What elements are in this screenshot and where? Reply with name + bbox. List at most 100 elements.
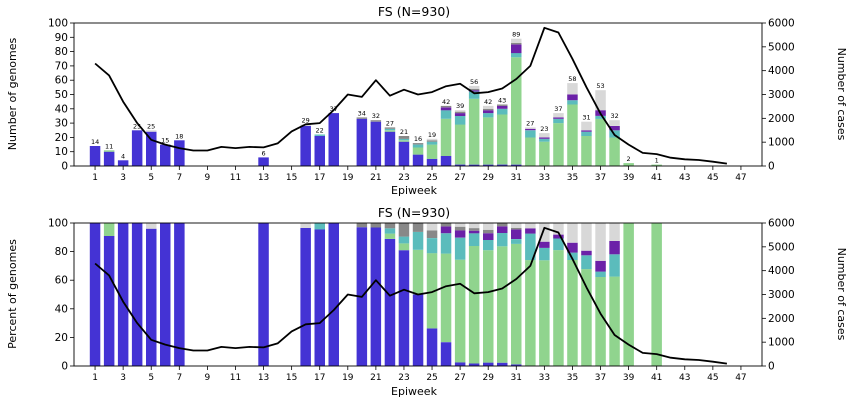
bar-segment <box>412 231 424 250</box>
bar-count-label: 18 <box>175 132 183 140</box>
bar-segment <box>454 237 466 260</box>
bar-segment <box>440 253 452 343</box>
bar-marks <box>89 223 662 366</box>
chart-title: FS (N=930) <box>378 205 450 220</box>
bar-count-label: 25 <box>133 122 141 130</box>
bar-segment <box>567 252 578 260</box>
cases-line <box>94 26 728 165</box>
bar-segment <box>440 110 452 119</box>
bar-segment <box>497 164 508 166</box>
x-tick-label: 17 <box>314 173 325 183</box>
bar-segment <box>468 230 480 234</box>
bar-segment <box>412 223 424 232</box>
bar-count-label: 6 <box>262 149 266 157</box>
bar-count-label: 23 <box>540 125 548 133</box>
bar-count-label: 34 <box>358 109 366 117</box>
x-tick-label: 21 <box>370 373 381 383</box>
bar-count-label: 4 <box>121 152 125 160</box>
bar-segment <box>581 223 592 251</box>
bar-segment <box>117 223 129 366</box>
bar-segment <box>525 260 536 366</box>
x-axis-label: Epiweek <box>391 184 438 197</box>
bar-count-label: 21 <box>400 128 408 136</box>
bar-segment <box>131 130 143 167</box>
bar-segment <box>567 100 578 105</box>
bar-segment <box>440 105 452 108</box>
bar-segment <box>258 157 269 166</box>
y2-axis-label: Number of cases <box>835 248 848 341</box>
bar-segment <box>454 164 466 166</box>
x-tick-label: 11 <box>230 173 241 183</box>
bar-segment <box>412 147 424 155</box>
bar-segment <box>581 269 592 366</box>
x-tick-label: 35 <box>567 373 578 383</box>
x-tick-label: 25 <box>426 173 437 183</box>
bar-count-label: 58 <box>568 75 576 83</box>
y2-tick-label: 2000 <box>768 313 795 325</box>
bar-segment <box>146 130 157 132</box>
x-tick-label: 27 <box>454 373 465 383</box>
bar-segment <box>468 85 480 89</box>
y-tick-label: 60 <box>55 75 68 87</box>
bar-segment <box>468 228 480 231</box>
bar-segment <box>483 105 494 109</box>
y-tick-label: 100 <box>48 18 68 30</box>
bar-segment <box>483 223 494 230</box>
x-tick-label: 37 <box>595 173 606 183</box>
bar-segment <box>412 294 424 366</box>
x-tick-label: 23 <box>398 373 409 383</box>
bar-segment <box>553 123 564 166</box>
x-tick-label: 17 <box>314 373 325 383</box>
bar-segment <box>609 240 620 255</box>
bar-segment <box>553 234 564 239</box>
bar-segment <box>426 253 438 329</box>
bar-segment <box>89 146 101 166</box>
x-tick-label: 1 <box>92 373 98 383</box>
bar-count-label: 43 <box>498 97 506 105</box>
bar-segment <box>370 120 382 122</box>
bar-count-label: 2 <box>627 155 631 163</box>
bar-segment <box>595 271 606 277</box>
bar-segment <box>651 223 662 366</box>
bar-segment <box>398 141 410 166</box>
bar-segment <box>595 277 606 366</box>
bar-segment <box>609 126 620 131</box>
bar-segment <box>440 107 452 111</box>
bar-segment <box>525 223 536 229</box>
bar-segment <box>440 233 452 254</box>
y-tick-label: 20 <box>55 132 68 144</box>
y2-tick-label: 1000 <box>768 337 795 349</box>
bar-segment <box>553 117 564 119</box>
bar-segment <box>567 223 578 243</box>
y2-tick-label: 0 <box>768 161 775 173</box>
bar-segment <box>595 118 606 166</box>
bar-segment <box>370 227 382 366</box>
bar-segment <box>609 223 620 241</box>
axes: 0102030405060708090100010002000300040005… <box>48 18 795 184</box>
y2-axis-label: Number of cases <box>835 48 848 141</box>
bar-segment <box>314 229 325 366</box>
bar-segment <box>553 113 564 118</box>
bar-segment <box>384 238 396 366</box>
bar-segment <box>384 127 396 129</box>
bar-segment <box>356 117 368 119</box>
bar-segment <box>539 247 550 261</box>
y2-tick-label: 5000 <box>768 241 795 253</box>
bar-segment <box>483 117 494 165</box>
x-tick-label: 47 <box>735 173 746 183</box>
x-tick-label: 29 <box>482 373 494 383</box>
x-tick-label: 39 <box>623 173 635 183</box>
bar-segment <box>384 228 396 234</box>
bar-segment <box>468 363 480 366</box>
bar-segment <box>384 223 396 229</box>
x-tick-label: 27 <box>454 173 465 183</box>
bar-segment <box>398 236 410 244</box>
bar-segment <box>497 108 508 115</box>
x-tick-label: 3 <box>120 173 126 183</box>
bar-segment <box>89 223 101 366</box>
bar-segment <box>525 228 536 234</box>
x-tick-label: 41 <box>651 373 662 383</box>
bar-segment <box>174 223 185 366</box>
bar-segment <box>300 227 311 366</box>
bar-segment <box>553 250 564 366</box>
